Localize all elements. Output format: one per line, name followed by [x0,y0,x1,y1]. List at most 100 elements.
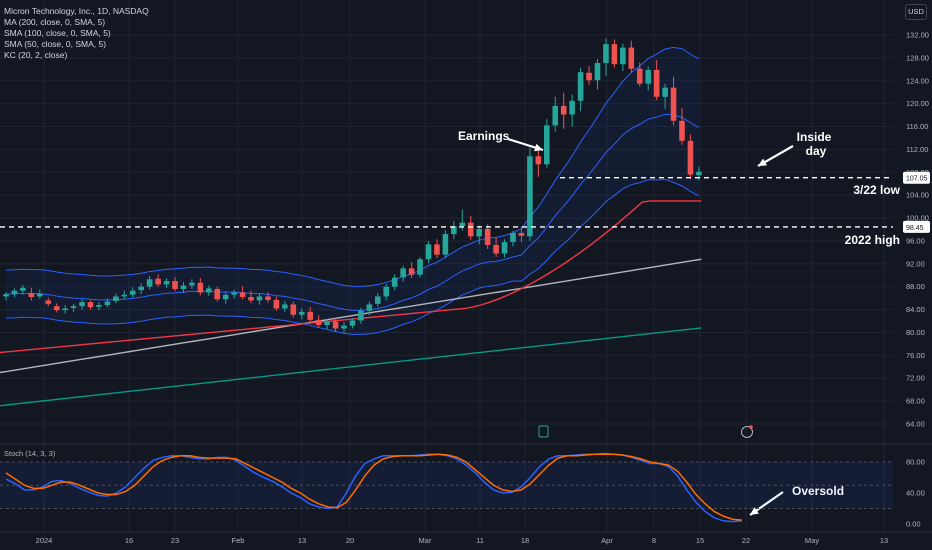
candle-body [383,286,390,297]
candle-body [459,222,466,227]
candle-body [417,259,423,275]
candle-body [172,280,178,289]
candle-body [501,242,508,254]
candle-body [3,294,9,297]
annotation-322-low: 3/22 low [853,183,900,197]
price-tag-2022: 98.45 [906,225,924,232]
candle-body [129,290,136,295]
price-tag-2022-bg [903,220,930,233]
candle-body [121,294,128,297]
stoch-y-tick-label: 80.00 [906,458,925,467]
candle-body [375,296,381,304]
currency-button[interactable]: USD [905,4,927,20]
annotation-inside-day-2: day [806,144,827,158]
candle-body [636,68,643,84]
candle-body [628,47,635,69]
kc-lower-line [5,178,700,335]
sma100-line [0,258,702,374]
candle-body [434,244,440,255]
candle-body [349,320,356,326]
candle-body [298,311,305,315]
candle-body [696,171,702,176]
symbol-title[interactable]: Micron Technology, Inc., 1D, NASDAQ [4,6,149,16]
candle-body [358,310,364,321]
candle-body [594,63,601,81]
stoch-d-line [5,453,743,521]
x-tick-label: 13 [880,536,888,545]
candle-body [400,268,406,278]
candle-body [603,44,609,64]
candle-body [662,87,668,97]
candle-body [214,288,221,300]
ma200-line [0,327,702,407]
candle-body [544,125,550,165]
candle-body [315,319,322,326]
x-tick-label: 22 [742,536,750,545]
x-tick-label: 18 [521,536,529,545]
candle-body [163,280,170,285]
candle-body [611,44,618,65]
candle-body [442,234,449,255]
candle-body [341,325,347,329]
candle-body [645,69,651,84]
candle-body [451,226,457,235]
annotation-2022-high: 2022 high [845,233,900,247]
candle-body [476,228,482,237]
y-tick-label: 64.00 [906,420,925,429]
indicator-kc[interactable]: KC (20, 2, close) [4,50,68,60]
y-tick-label: 128.00 [906,53,929,62]
x-tick-label: 11 [476,536,484,545]
y-tick-label: 72.00 [906,374,925,383]
candle-body [113,296,119,302]
candle-body [290,304,297,315]
candle-body [70,306,77,308]
indicator-ma200[interactable]: MA (200, close, 0, SMA, 5) [4,17,106,27]
y-tick-label: 116.00 [906,122,928,131]
x-tick-label: May [805,536,819,545]
kc-basis-line [5,113,700,311]
x-tick-label: Mar [419,536,432,545]
candle-body [155,278,161,285]
y-tick-label: 68.00 [906,397,925,406]
y-tick-label: 80.00 [906,328,925,337]
candle-body [282,304,288,309]
arrow-oversold-head [750,507,759,515]
candle-body [687,140,694,175]
candle-body [569,100,575,115]
dividend-event-icon [741,426,753,438]
stoch-indicator-label[interactable]: Stoch (14, 3, 3) [4,449,56,458]
candle-body [620,47,626,65]
x-tick-label: 16 [125,536,133,545]
y-tick-label: 112.00 [906,145,928,154]
indicator-sma50[interactable]: SMA (50, close, 0, SMA, 5) [4,39,107,49]
candle-body [265,296,271,300]
candle-body [11,290,18,295]
candle-body [577,72,584,101]
y-tick-label: 124.00 [906,76,929,85]
y-tick-label: 76.00 [906,351,925,360]
x-tick-label: 15 [696,536,704,545]
price-tag-last-bg [903,171,930,184]
candle-body [62,308,68,311]
candle-body [138,286,144,291]
x-tick-label: 2024 [36,536,53,545]
x-tick-label: Feb [232,536,245,545]
candle-body [96,305,102,307]
candle-body [493,244,499,254]
candle-body [484,228,491,245]
candle-body [248,297,254,301]
candle-body [653,69,660,97]
candle-body [273,299,280,309]
candle-body [87,302,94,308]
candle-body [670,87,677,121]
x-tick-label: 20 [346,536,354,545]
candle-body [307,311,313,320]
arrow-inside-day-head [758,158,767,166]
candle-body [239,292,246,298]
candle-body [332,321,339,329]
y-tick-label: 96.00 [906,236,925,245]
candle-body [560,105,567,115]
arrow-earnings-head [534,143,543,152]
y-tick-label: 88.00 [906,282,925,291]
indicator-sma100[interactable]: SMA (100, close, 0, SMA, 5) [4,28,111,38]
